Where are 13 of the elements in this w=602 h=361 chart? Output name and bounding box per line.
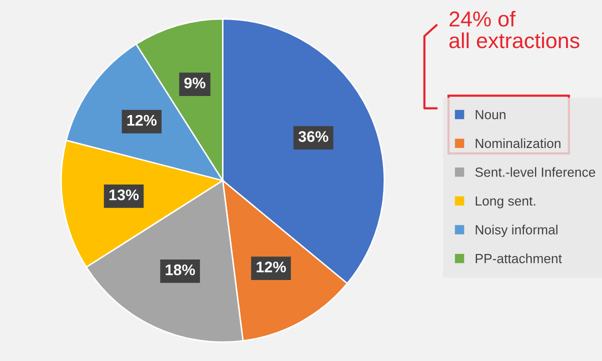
data-label: 12% xyxy=(256,262,286,272)
legend-label: Long sent. xyxy=(476,196,536,208)
legend-label: Nominalization xyxy=(476,138,560,148)
legend-label: Sent.-level Inference xyxy=(475,167,596,177)
data-label: 9% xyxy=(184,78,206,88)
data-label: 18% xyxy=(166,264,195,276)
legend-label: Noisy informal xyxy=(476,224,558,238)
data-label: 13% xyxy=(109,189,139,200)
text: 24% of all extractions xyxy=(449,10,580,48)
data-label: 12% xyxy=(127,114,157,126)
legend-label: PP-attachment xyxy=(476,254,562,264)
legend-label: Noun xyxy=(476,110,506,120)
data-label: 36% xyxy=(298,131,328,142)
